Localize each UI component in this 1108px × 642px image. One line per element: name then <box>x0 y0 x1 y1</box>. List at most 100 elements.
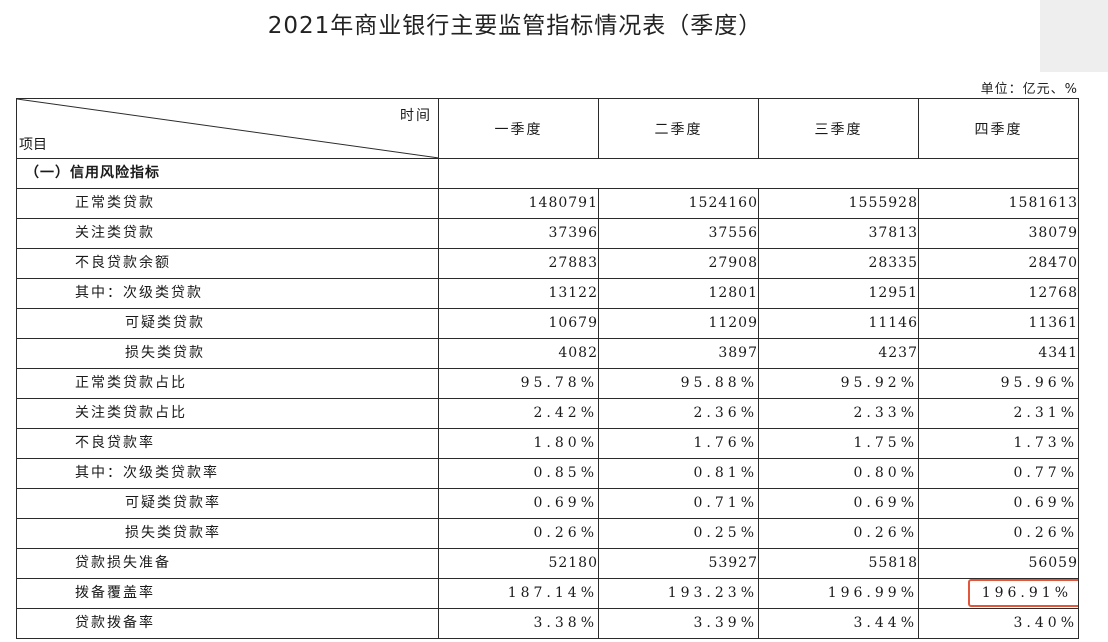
value-cell: 0.26% <box>758 518 919 549</box>
table-row: 关注类贷款占比 2.42% 2.36% 2.33% 2.31% <box>16 398 1079 429</box>
row-label: 不良贷款余额 <box>16 248 439 279</box>
table-title: 2021年商业银行主要监管指标情况表（季度） <box>267 13 763 39</box>
value-cell: 55818 <box>758 548 919 579</box>
table-row: 正常类贷款 1480791 1524160 1555928 1581613 <box>16 188 1079 219</box>
value-cell: 95.92% <box>758 368 919 399</box>
table-row: 贷款拨备率 3.38% 3.39% 3.44% 3.40% <box>16 608 1079 639</box>
quarter-header: 一季度 <box>438 98 599 159</box>
value-cell: 0.26% <box>918 518 1079 549</box>
value-cell: 0.85% <box>438 458 599 489</box>
value-cell: 193.23% <box>598 578 759 609</box>
value-cell: 1581613 <box>918 188 1079 219</box>
value-cell: 4237 <box>758 338 919 369</box>
table-row: 可疑类贷款 10679 11209 11146 11361 <box>16 308 1079 339</box>
highlighted-value: 196.91% <box>967 579 1078 607</box>
section-row: （一）信用风险指标 <box>16 158 1079 189</box>
value-cell: 95.88% <box>598 368 759 399</box>
row-label: 其中：次级类贷款 <box>16 278 439 309</box>
value-cell: 13122 <box>438 278 599 309</box>
value-cell: 196.99% <box>758 578 919 609</box>
value-cell: 52180 <box>438 548 599 579</box>
header-row: 时间 项目 一季度 二季度 三季度 四季度 <box>16 98 1079 159</box>
value-cell: 28335 <box>758 248 919 279</box>
value-cell: 2.36% <box>598 398 759 429</box>
value-cell: 0.77% <box>918 458 1079 489</box>
value-cell: 28470 <box>918 248 1079 279</box>
value-cell: 4082 <box>438 338 599 369</box>
table-row: 贷款损失准备 52180 53927 55818 56059 <box>16 548 1079 579</box>
value-cell: 1524160 <box>598 188 759 219</box>
value-cell: 95.78% <box>438 368 599 399</box>
value-cell: 0.80% <box>758 458 919 489</box>
value-cell: 27883 <box>438 248 599 279</box>
value-cell: 1555928 <box>758 188 919 219</box>
row-label: 关注类贷款 <box>16 218 439 249</box>
table-row: 其中：次级类贷款 13122 12801 12951 12768 <box>16 278 1079 309</box>
value-cell: 3.44% <box>758 608 919 639</box>
section-label: （一）信用风险指标 <box>16 158 439 189</box>
table-row: 关注类贷款 37396 37556 37813 38079 <box>16 218 1079 249</box>
table-row: 其中：次级类贷款率 0.85% 0.81% 0.80% 0.77% <box>16 458 1079 489</box>
table-row: 可疑类贷款率 0.69% 0.71% 0.69% 0.69% <box>16 488 1079 519</box>
value-cell: 1480791 <box>438 188 599 219</box>
table-row: 不良贷款率 1.80% 1.76% 1.75% 1.73% <box>16 428 1079 459</box>
value-cell: 56059 <box>918 548 1079 579</box>
value-cell: 0.26% <box>438 518 599 549</box>
quarter-header: 三季度 <box>758 98 919 159</box>
value-cell: 4341 <box>918 338 1079 369</box>
value-cell: 11209 <box>598 308 759 339</box>
section-empty-cell <box>438 158 1079 189</box>
value-cell: 12768 <box>918 278 1079 309</box>
value-cell: 11146 <box>758 308 919 339</box>
row-label: 关注类贷款占比 <box>16 398 439 429</box>
value-cell: 37813 <box>758 218 919 249</box>
table-row: 损失类贷款 4082 3897 4237 4341 <box>16 338 1079 369</box>
value-cell: 0.69% <box>438 488 599 519</box>
value-cell: 1.73% <box>918 428 1079 459</box>
value-cell: 27908 <box>598 248 759 279</box>
row-label: 贷款拨备率 <box>16 608 439 639</box>
item-label: 项目 <box>19 137 47 153</box>
indicator-table: 时间 项目 一季度 二季度 三季度 四季度 （一）信用风险指标 正常类贷款 148… <box>16 98 1079 639</box>
row-label: 正常类贷款 <box>16 188 439 219</box>
diagonal-line <box>17 99 438 158</box>
value-cell: 187.14% <box>438 578 599 609</box>
value-cell: 196.91% <box>918 578 1079 609</box>
value-cell: 11361 <box>918 308 1079 339</box>
value-cell: 3897 <box>598 338 759 369</box>
value-cell: 0.25% <box>598 518 759 549</box>
value-cell: 3.39% <box>598 608 759 639</box>
table-row: 正常类贷款占比 95.78% 95.88% 95.92% 95.96% <box>16 368 1079 399</box>
row-label: 拨备覆盖率 <box>16 578 439 609</box>
unit-label: 单位：亿元、% <box>980 82 1078 97</box>
row-label: 不良贷款率 <box>16 428 439 459</box>
table-row: 损失类贷款率 0.26% 0.25% 0.26% 0.26% <box>16 518 1079 549</box>
value-cell: 1.76% <box>598 428 759 459</box>
row-label: 可疑类贷款 <box>16 308 439 339</box>
value-cell: 2.42% <box>438 398 599 429</box>
value-cell: 37556 <box>598 218 759 249</box>
row-label: 正常类贷款占比 <box>16 368 439 399</box>
value-cell: 2.33% <box>758 398 919 429</box>
quarter-header: 四季度 <box>918 98 1079 159</box>
value-cell: 0.69% <box>918 488 1079 519</box>
diagonal-header-cell: 时间 项目 <box>16 98 439 159</box>
value-cell: 12801 <box>598 278 759 309</box>
table-row: 拨备覆盖率 187.14% 193.23% 196.99% 196.91% <box>16 578 1079 609</box>
value-cell: 10679 <box>438 308 599 339</box>
value-cell: 0.71% <box>598 488 759 519</box>
value-cell: 1.80% <box>438 428 599 459</box>
row-label: 可疑类贷款率 <box>16 488 439 519</box>
value-cell: 95.96% <box>918 368 1079 399</box>
value-cell: 3.38% <box>438 608 599 639</box>
time-label: 时间 <box>400 108 432 124</box>
value-cell: 1.75% <box>758 428 919 459</box>
row-label: 损失类贷款 <box>16 338 439 369</box>
value-cell: 2.31% <box>918 398 1079 429</box>
value-cell: 37396 <box>438 218 599 249</box>
table-row: 不良贷款余额 27883 27908 28335 28470 <box>16 248 1079 279</box>
value-cell: 0.81% <box>598 458 759 489</box>
value-cell: 12951 <box>758 278 919 309</box>
quarter-header: 二季度 <box>598 98 759 159</box>
row-label: 损失类贷款率 <box>16 518 439 549</box>
